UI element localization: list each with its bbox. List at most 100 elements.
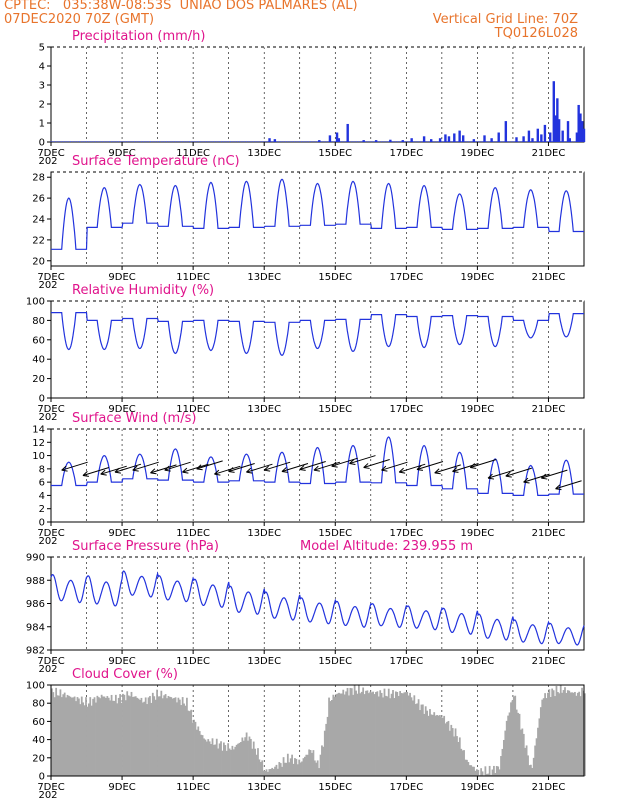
x-tick-label: 21DEC <box>532 272 566 283</box>
cloud-bar <box>466 759 468 776</box>
cloud-bar <box>342 689 345 776</box>
x-tick-label: 11DEC <box>176 656 210 667</box>
precip-bar <box>577 104 580 142</box>
cloud-bar <box>207 739 210 776</box>
x-year-stub: 202 <box>38 156 57 167</box>
wind-arrow-head <box>82 475 89 477</box>
x-tick-label: 19DEC <box>461 528 495 539</box>
cloud-bar <box>575 695 578 776</box>
x-tick-label: 17DEC <box>389 656 423 667</box>
panel-frame <box>50 300 585 399</box>
cloud-bar <box>340 693 343 776</box>
cloud-bar <box>100 694 103 776</box>
cloud-bar <box>85 697 87 776</box>
wind-arrow-shaft <box>541 469 568 479</box>
y-tick-label: 984 <box>26 622 45 633</box>
cloud-bar <box>352 694 355 776</box>
cloud-bar <box>484 766 487 776</box>
precip-bar <box>422 136 426 142</box>
cloud-bar <box>295 758 298 776</box>
cloud-bar <box>241 737 244 776</box>
cloud-bar <box>458 737 461 776</box>
x-tick-label: 15DEC <box>318 656 352 667</box>
wind-arrow-head <box>228 467 234 472</box>
panel-3 <box>47 300 585 402</box>
cloud-bar <box>89 697 92 776</box>
cloud-bar <box>308 749 311 776</box>
cloud-bar <box>345 691 347 776</box>
cloud-bar <box>251 748 254 776</box>
cloud-bar <box>279 763 282 776</box>
cloud-bar <box>143 701 146 776</box>
wind-arrow-shaft <box>281 463 309 472</box>
x-tick-label: 19DEC <box>461 404 495 415</box>
cloud-bar <box>240 742 242 776</box>
x-tick-label: 7DEC <box>37 272 64 283</box>
precip-bar <box>389 139 392 142</box>
x-tick-label: 15DEC <box>318 528 352 539</box>
cloud-bar <box>548 689 551 776</box>
cloud-bar <box>393 698 396 776</box>
cloud-bar <box>515 709 518 776</box>
cloud-bar <box>362 687 365 776</box>
series-line <box>51 436 584 496</box>
cloud-bar <box>141 702 144 776</box>
cloud-bar <box>554 696 556 776</box>
cloud-bar <box>269 768 272 776</box>
cloud-bar <box>146 704 149 776</box>
y-tick-label: 14 <box>32 425 45 436</box>
y-tick-label: 100 <box>26 297 45 308</box>
wind-arrow-shaft <box>505 467 532 477</box>
cloud-bar <box>186 697 188 776</box>
panel-frame <box>50 171 585 267</box>
cloud-bar <box>82 702 85 776</box>
cloud-bar <box>147 697 150 776</box>
cloud-bar <box>555 685 558 776</box>
cloud-bar <box>343 694 346 776</box>
wind-arrow-head <box>114 471 121 474</box>
cloud-bar <box>195 729 198 776</box>
cloud-bar <box>565 693 568 776</box>
wind-arrow-head <box>331 465 338 468</box>
header-left-line2: 07DEC2020 70Z (GMT) <box>4 12 155 27</box>
cloud-bar <box>194 721 197 776</box>
wind-arrow-head <box>196 468 203 471</box>
precip-bar <box>554 115 557 142</box>
cloud-bar <box>436 715 438 776</box>
panel-frame <box>50 428 585 523</box>
cloud-bar <box>80 696 83 776</box>
cloud-bar <box>348 695 350 776</box>
x-tick-label: 13DEC <box>247 272 281 283</box>
cloud-bar <box>412 700 414 776</box>
cloud-bar <box>244 737 247 776</box>
wind-arrow-shaft <box>487 469 515 479</box>
cloud-bar <box>471 766 474 776</box>
precip-bar <box>335 132 339 142</box>
wind-arrow-head <box>313 465 319 471</box>
cloud-bar <box>183 703 185 776</box>
cloud-bar <box>532 757 535 776</box>
cloud-bar <box>171 698 174 776</box>
y-tick-label: 986 <box>26 599 45 610</box>
wind-arrow-head <box>363 463 369 468</box>
cloud-bar <box>497 766 500 776</box>
cloud-bar <box>339 693 342 776</box>
precip-bar <box>472 139 476 142</box>
x-year-stub: 202 <box>38 664 57 675</box>
y-tick-label: 80 <box>32 699 45 710</box>
x-year-stub: 202 <box>38 790 57 800</box>
wind-arrow-head <box>469 463 476 468</box>
cloud-bar <box>247 740 249 776</box>
cloud-bar <box>285 762 288 776</box>
cloud-bar <box>356 693 359 776</box>
cloud-bar <box>292 763 295 776</box>
cloud-bar <box>390 693 393 776</box>
x-tick-label: 21DEC <box>532 528 566 539</box>
cloud-bar <box>372 691 374 776</box>
wind-arrow-shaft <box>114 463 142 473</box>
cloud-bar <box>353 685 356 776</box>
cloud-bar <box>578 691 581 776</box>
x-tick-label: 17DEC <box>389 528 423 539</box>
cloud-bar <box>404 692 407 776</box>
cloud-bar <box>66 694 69 776</box>
